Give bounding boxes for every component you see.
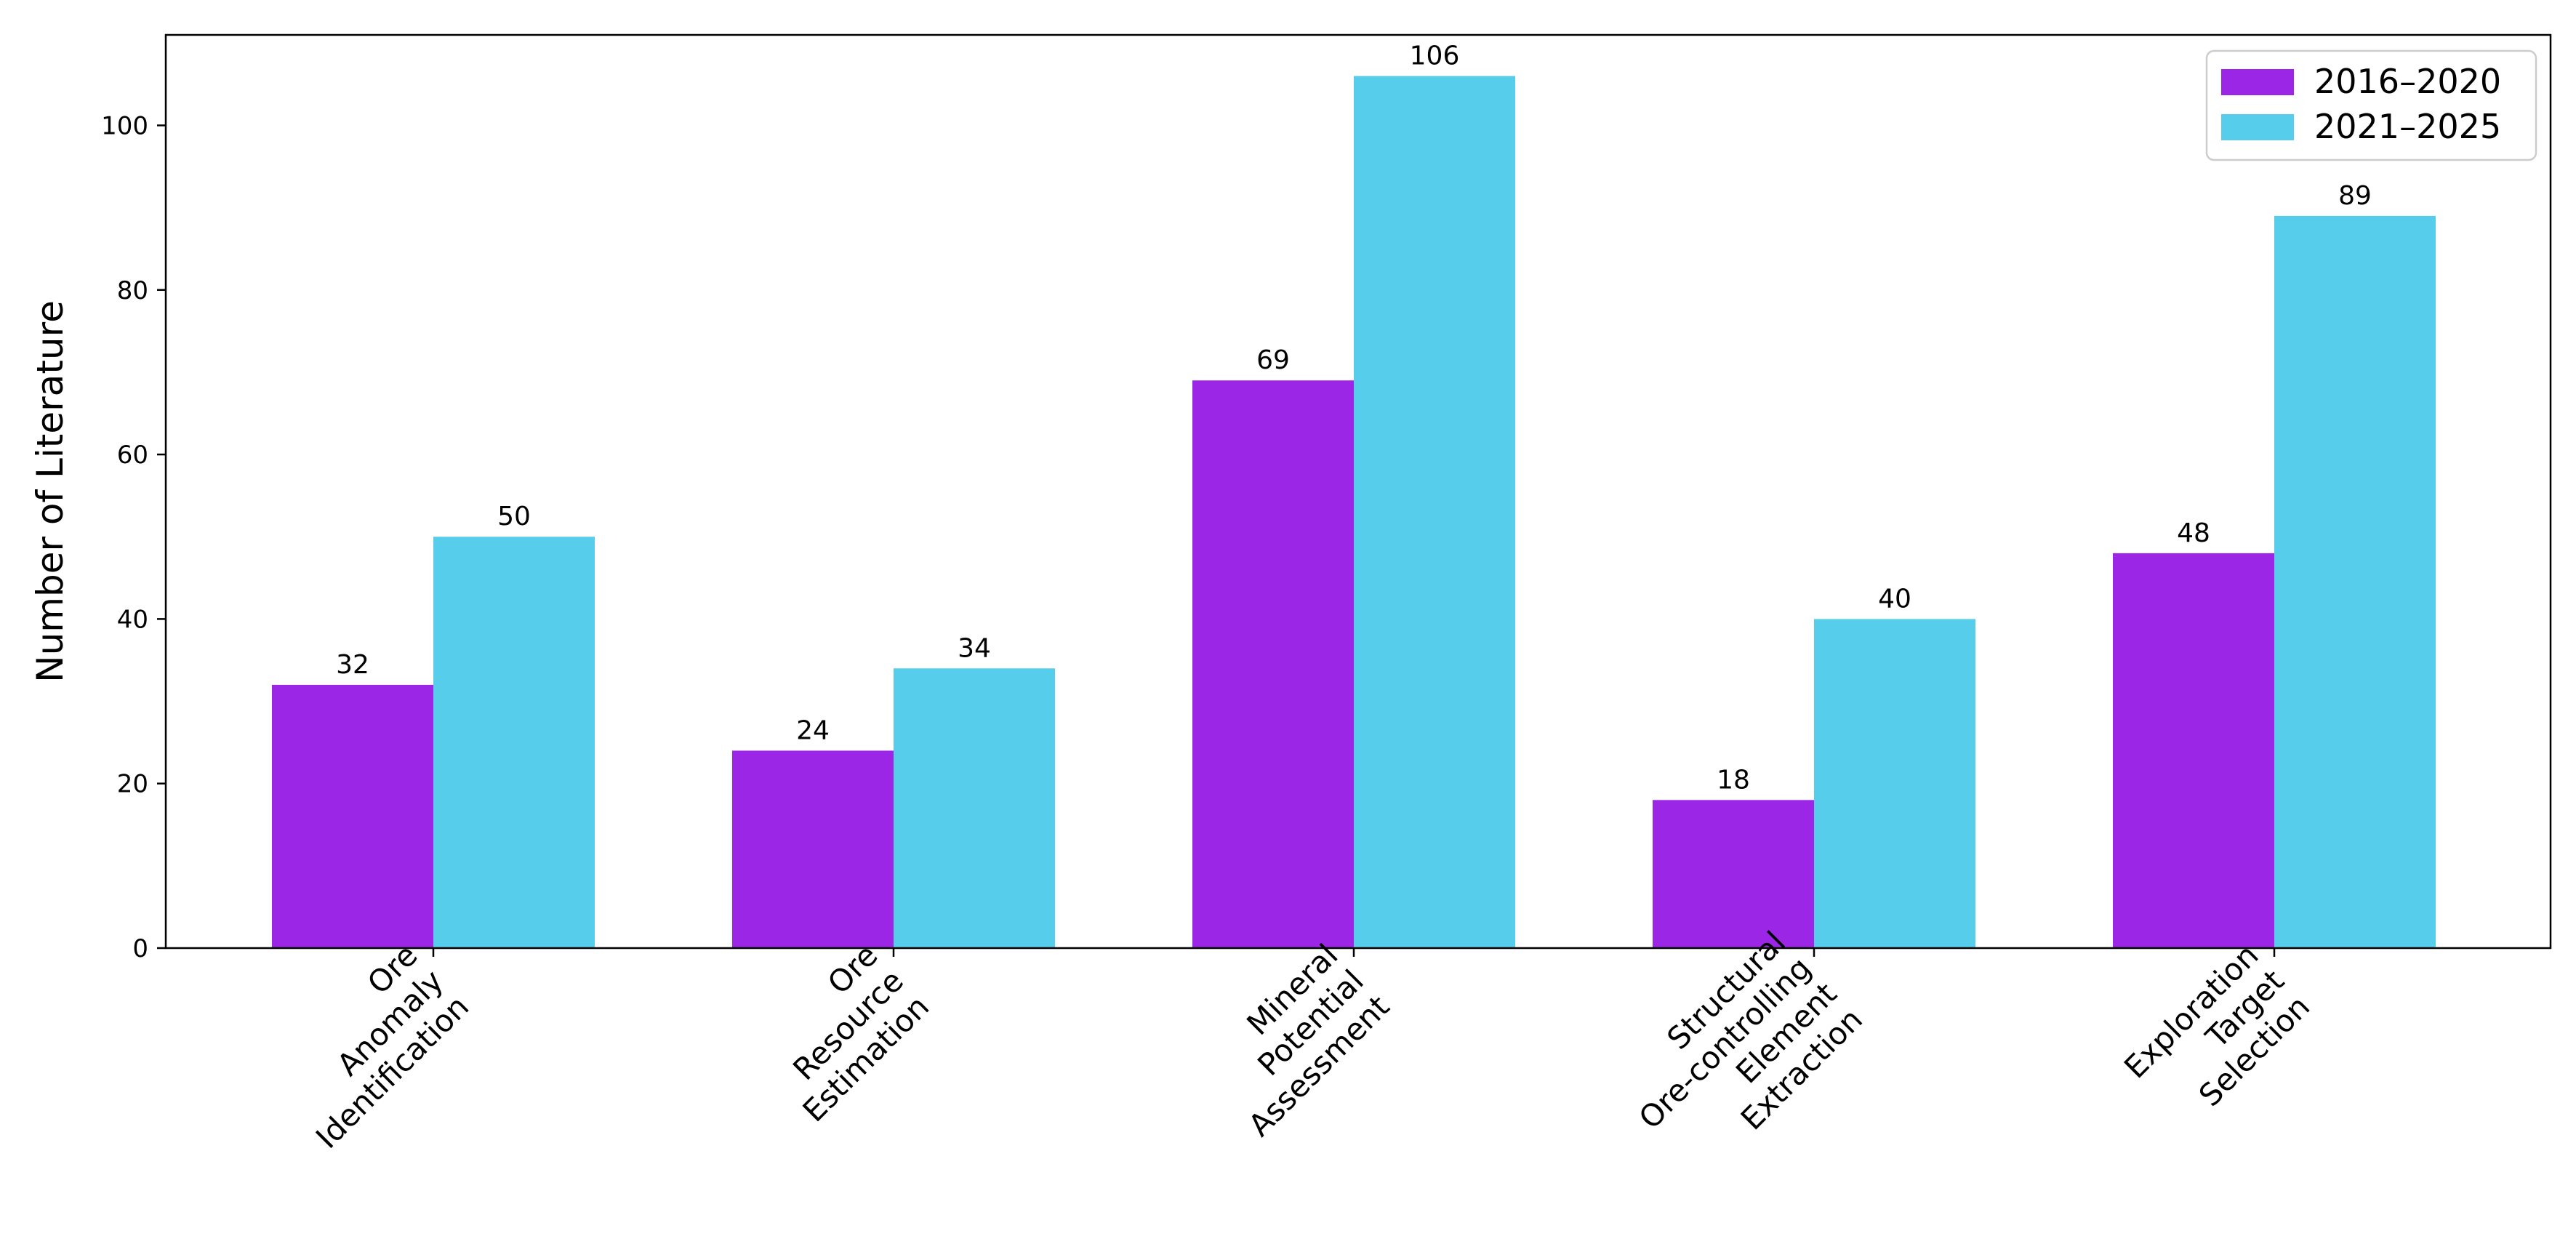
bar-value-label: 32 xyxy=(336,650,369,680)
y-tick-label: 40 xyxy=(117,605,148,634)
bar-value-label: 106 xyxy=(1410,41,1460,71)
legend-label: 2016–2020 xyxy=(2314,62,2501,101)
bar-value-label: 48 xyxy=(2177,518,2210,548)
y-tick-label: 60 xyxy=(117,441,148,470)
plot-frame xyxy=(164,33,2552,950)
bar-value-label: 40 xyxy=(1878,584,1911,614)
bar-value-label: 50 xyxy=(497,502,531,531)
bar-value-label: 69 xyxy=(1256,345,1290,375)
y-tick-label: 80 xyxy=(117,276,148,305)
bar-labels-layer: 32 50 24 34 69 106 18 40 48 89 xyxy=(336,41,2372,795)
bar-1-1 xyxy=(272,684,433,948)
legend-label: 2021–2025 xyxy=(2314,107,2501,146)
bar-value-label: 24 xyxy=(796,715,830,745)
x-tick-label: StructuralOre-controllingElementExtracti… xyxy=(1632,924,1869,1136)
bar-2-5 xyxy=(2274,215,2436,948)
bar-2-4 xyxy=(1814,619,1975,948)
bar-1-3 xyxy=(1192,380,1354,948)
bar-2-3 xyxy=(1354,76,1515,949)
legend-swatch xyxy=(2221,69,2294,95)
y-tick-label: 0 xyxy=(132,934,148,963)
bars-layer xyxy=(272,76,2436,949)
bar-1-5 xyxy=(2113,553,2274,948)
bar-1-2 xyxy=(732,750,894,948)
y-tick-label: 100 xyxy=(101,111,148,140)
legend: 2016–2020 2021–2025 xyxy=(2205,49,2537,161)
bar-1-4 xyxy=(1653,800,1814,948)
bar-value-label: 34 xyxy=(958,633,991,663)
bar-2-1 xyxy=(433,537,595,948)
legend-swatch xyxy=(2221,114,2294,140)
bar-value-label: 18 xyxy=(1717,765,1750,795)
y-tick-label: 20 xyxy=(117,770,148,799)
bar-value-label: 89 xyxy=(2338,181,2372,211)
y-axis-title: Number of Literature xyxy=(29,300,71,683)
bar-2-2 xyxy=(894,668,1055,948)
y-axis: 0 20 40 60 80 100 xyxy=(101,111,166,963)
